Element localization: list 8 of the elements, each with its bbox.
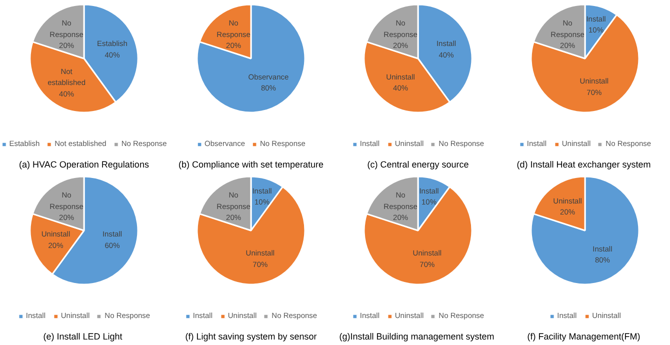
text: (g)Install Building management system bbox=[339, 332, 494, 342]
text: (e) Install LED Light bbox=[43, 332, 123, 342]
text: (c) Central energy source bbox=[367, 160, 469, 170]
text: (f) Light saving system by sensor bbox=[185, 332, 317, 342]
text: (b) Compliance with set temperature bbox=[178, 160, 324, 170]
text: (a) HVAC Operation Regulations bbox=[19, 160, 150, 170]
text: (d) Install Heat exchanger system bbox=[516, 160, 651, 170]
text: (f) Facility Management(FM) bbox=[527, 332, 640, 342]
